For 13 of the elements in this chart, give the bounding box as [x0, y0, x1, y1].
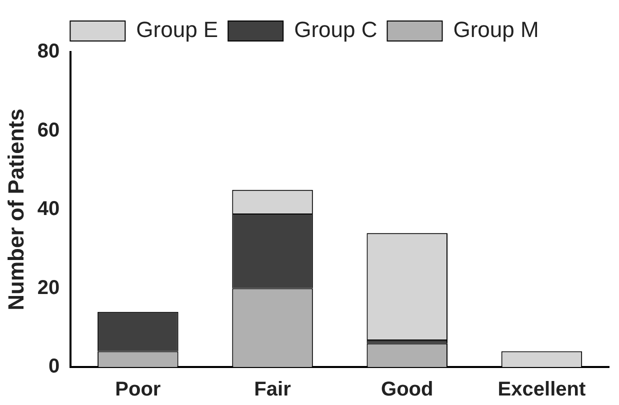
x-tick-label: Poor	[115, 378, 161, 401]
x-tick-label: Excellent	[498, 378, 586, 401]
y-tick-label: 0	[48, 356, 60, 378]
y-tick-label: 40	[37, 198, 60, 220]
legend-label: Group M	[453, 17, 539, 42]
x-tick-label: Fair	[254, 378, 292, 401]
y-tick-label: 80	[37, 40, 60, 63]
y-tick-label: 20	[37, 276, 60, 299]
legend-label: Group E	[136, 17, 218, 42]
legend-label: Group C	[294, 17, 378, 42]
y-axis-title: Number of Patients	[3, 108, 28, 310]
x-tick-label: Good	[381, 378, 434, 401]
y-tick-label: 60	[37, 119, 60, 142]
